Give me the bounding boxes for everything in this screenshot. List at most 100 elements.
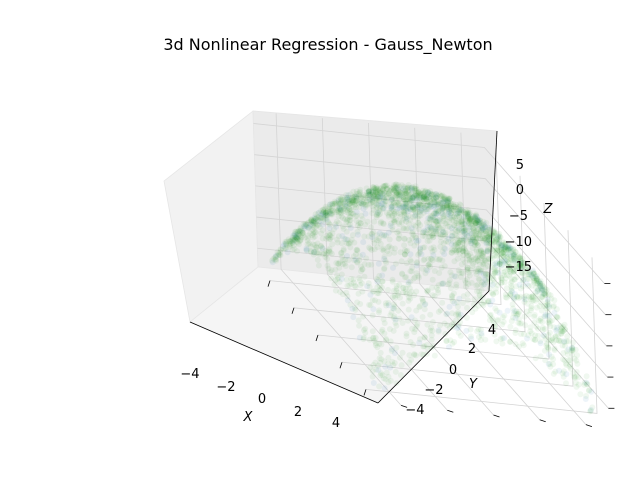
scatter-point xyxy=(352,198,359,205)
scatter-point xyxy=(567,361,574,368)
scatter-point xyxy=(411,274,418,281)
scatter-point xyxy=(427,201,434,208)
scatter-point xyxy=(502,260,509,267)
scatter-point xyxy=(528,294,535,301)
scatter-point xyxy=(423,287,430,294)
scatter-point xyxy=(435,222,442,229)
scatter-point xyxy=(528,293,535,300)
scatter-point xyxy=(283,242,290,249)
scatter-point xyxy=(375,201,382,208)
scatter-point xyxy=(541,326,548,332)
scatter-point xyxy=(419,191,426,197)
scatter-point xyxy=(533,277,540,284)
scatter-point xyxy=(374,190,381,197)
scatter-point xyxy=(460,225,467,232)
scatter-point xyxy=(529,274,536,281)
scatter-point xyxy=(484,248,491,255)
scatter-point xyxy=(496,261,503,267)
scatter-point xyxy=(504,245,511,251)
scatter-point xyxy=(505,259,512,266)
scatter-point xyxy=(340,199,347,206)
scatter-point xyxy=(350,198,357,205)
scatter-point xyxy=(457,207,464,214)
scatter-point xyxy=(469,215,476,222)
scatter-point xyxy=(388,212,395,219)
scatter-point xyxy=(513,265,520,271)
scatter-point xyxy=(442,208,449,215)
scatter-point xyxy=(431,247,438,253)
scatter-point xyxy=(286,238,293,245)
scatter-point xyxy=(365,280,372,287)
scatter-point xyxy=(515,310,522,317)
scatter-point xyxy=(546,360,553,367)
scatter-point xyxy=(321,250,328,257)
scatter-point xyxy=(436,224,443,231)
scatter-point xyxy=(388,187,395,194)
scatter-point xyxy=(397,192,404,199)
scatter-point xyxy=(434,226,440,233)
scatter-point xyxy=(363,197,370,204)
scatter-point xyxy=(554,324,561,331)
scatter-point xyxy=(464,297,471,304)
scatter-point xyxy=(542,357,549,364)
scatter-point xyxy=(569,345,576,351)
scatter-point xyxy=(534,280,541,287)
scatter-point xyxy=(429,292,436,299)
scatter-point xyxy=(458,246,465,252)
scatter-point xyxy=(532,292,539,299)
scatter-point xyxy=(422,301,429,307)
scatter-point xyxy=(292,236,298,243)
scatter-point xyxy=(428,203,434,210)
scatter-point xyxy=(419,187,426,194)
scatter-point xyxy=(459,256,466,263)
scatter-point xyxy=(465,220,472,227)
scatter-point xyxy=(532,336,538,343)
scatter-point xyxy=(437,322,443,329)
scatter-point xyxy=(354,228,361,235)
x-tick-label-1: −2 xyxy=(216,380,235,395)
scatter-point xyxy=(563,338,570,345)
scatter-point xyxy=(395,182,402,188)
scatter-point xyxy=(396,232,403,239)
scatter-point xyxy=(337,200,344,207)
scatter-point xyxy=(326,221,333,228)
scatter-point xyxy=(304,237,311,244)
scatter-point xyxy=(478,249,485,256)
scatter-point xyxy=(411,351,418,358)
scatter-point xyxy=(471,218,478,225)
scatter-point xyxy=(586,387,593,394)
scatter-point xyxy=(335,260,342,267)
scatter-point xyxy=(565,357,572,364)
scatter-point xyxy=(366,187,373,194)
scatter-point xyxy=(424,198,431,205)
scatter-point xyxy=(449,340,456,347)
scatter-point xyxy=(485,234,492,241)
scatter-point xyxy=(402,204,409,211)
scatter-point xyxy=(413,237,420,244)
scatter-point xyxy=(337,206,344,213)
scatter-point xyxy=(441,196,448,202)
y-tick-3 xyxy=(539,419,546,423)
scatter-point xyxy=(423,206,430,213)
scatter-point xyxy=(405,317,411,324)
scatter-point xyxy=(473,234,480,241)
scatter-point xyxy=(327,235,334,242)
scatter-point xyxy=(396,192,403,199)
scatter-point xyxy=(494,247,500,254)
scatter-point xyxy=(389,193,396,200)
scatter-point xyxy=(325,234,332,241)
scatter-point xyxy=(448,272,455,279)
scatter-point xyxy=(456,209,463,216)
scatter-point xyxy=(432,206,439,213)
scatter-point xyxy=(415,274,422,281)
scatter-point xyxy=(397,372,404,378)
scatter-point xyxy=(480,222,487,228)
scatter-point xyxy=(410,206,417,213)
scatter-point xyxy=(399,285,406,291)
scatter-point xyxy=(356,189,363,196)
scatter-point xyxy=(363,185,370,192)
scatter-point xyxy=(509,248,516,255)
scatter-point xyxy=(309,219,316,226)
scatter-point xyxy=(391,211,398,218)
scatter-point xyxy=(545,303,552,310)
